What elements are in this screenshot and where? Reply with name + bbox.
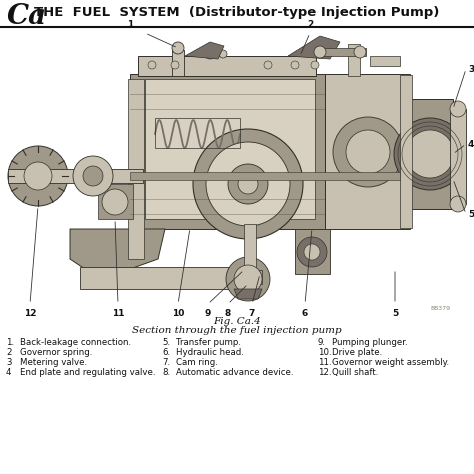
Text: Governor weight assembly.: Governor weight assembly. (332, 358, 449, 367)
Circle shape (314, 46, 326, 58)
Text: 8: 8 (225, 309, 231, 318)
Polygon shape (70, 229, 165, 269)
Circle shape (333, 117, 403, 187)
Text: 4: 4 (6, 368, 11, 377)
Text: Transfer pump.: Transfer pump. (176, 338, 241, 347)
Text: Pumping plunger.: Pumping plunger. (332, 338, 408, 347)
Circle shape (228, 164, 268, 204)
Circle shape (234, 265, 262, 293)
Circle shape (264, 61, 272, 69)
Bar (8, 169, 143, 183)
Text: THE  FUEL  SYSTEM  (Distributor-type Injection Pump): THE FUEL SYSTEM (Distributor-type Inject… (34, 6, 440, 19)
Bar (130, 74, 325, 229)
Bar (128, 79, 144, 259)
Text: Metering valve.: Metering valve. (20, 358, 87, 367)
Text: Automatic advance device.: Automatic advance device. (176, 368, 293, 377)
Text: 8.: 8. (162, 368, 170, 377)
Bar (400, 75, 412, 228)
Text: 11: 11 (112, 309, 124, 318)
Circle shape (450, 101, 466, 117)
Circle shape (102, 189, 128, 215)
Text: 10.: 10. (318, 348, 332, 357)
Text: 3: 3 (468, 64, 474, 73)
Text: 9: 9 (205, 309, 211, 318)
Polygon shape (288, 36, 340, 59)
Bar (244, 224, 256, 274)
Text: B8379: B8379 (430, 306, 450, 311)
Text: 2: 2 (6, 348, 11, 357)
Bar (316, 48, 366, 56)
Text: Quill shaft.: Quill shaft. (332, 368, 378, 377)
Circle shape (24, 162, 52, 190)
Text: 7: 7 (249, 309, 255, 318)
Circle shape (354, 46, 366, 58)
Text: 1: 1 (127, 20, 133, 29)
Bar (450, 109, 466, 204)
Bar (0, 0, 474, 29)
Text: 11.: 11. (318, 358, 332, 367)
Text: 1.: 1. (6, 338, 14, 347)
Text: 12: 12 (24, 309, 36, 318)
Polygon shape (185, 42, 224, 59)
Text: Fig. Ca.4: Fig. Ca.4 (213, 317, 261, 326)
Circle shape (297, 237, 327, 267)
Bar (138, 56, 316, 76)
Bar (348, 44, 360, 76)
Circle shape (226, 257, 270, 301)
Circle shape (450, 196, 466, 212)
Text: End plate and regulating valve.: End plate and regulating valve. (20, 368, 155, 377)
Circle shape (346, 130, 390, 174)
Circle shape (83, 166, 103, 186)
Bar (408, 99, 453, 209)
Text: 7.: 7. (162, 358, 170, 367)
Text: 9.: 9. (318, 338, 326, 347)
Circle shape (8, 146, 68, 206)
Bar (0, 27, 474, 319)
Text: 2: 2 (307, 20, 313, 29)
Circle shape (311, 61, 319, 69)
Circle shape (219, 50, 227, 58)
Circle shape (291, 61, 299, 69)
Circle shape (206, 142, 290, 226)
Text: 5.: 5. (162, 338, 170, 347)
Text: 3: 3 (6, 358, 11, 367)
Text: 6: 6 (302, 309, 308, 318)
Bar (98, 184, 133, 219)
Circle shape (171, 61, 179, 69)
Bar (130, 172, 400, 180)
Bar (145, 79, 315, 219)
Text: Drive plate.: Drive plate. (332, 348, 382, 357)
Text: Cam ring.: Cam ring. (176, 358, 218, 367)
Circle shape (406, 130, 454, 178)
Text: 10: 10 (172, 309, 184, 318)
Bar (238, 270, 262, 284)
Circle shape (394, 118, 466, 190)
Circle shape (193, 129, 303, 239)
Text: Back-leakage connection.: Back-leakage connection. (20, 338, 131, 347)
Bar (155, 118, 240, 148)
Text: 5: 5 (468, 210, 474, 219)
Circle shape (148, 61, 156, 69)
Circle shape (238, 174, 258, 194)
Bar (295, 229, 330, 274)
Text: Ca: Ca (7, 3, 47, 30)
Circle shape (73, 156, 113, 196)
Circle shape (172, 42, 184, 54)
Circle shape (205, 49, 215, 59)
Text: Hydraulic head.: Hydraulic head. (176, 348, 244, 357)
Bar (80, 267, 240, 289)
Bar (172, 50, 184, 76)
Text: Governor spring.: Governor spring. (20, 348, 92, 357)
Text: 4: 4 (468, 139, 474, 148)
Text: Section through the fuel injection pump: Section through the fuel injection pump (132, 326, 342, 335)
Bar (325, 74, 410, 229)
Polygon shape (234, 289, 262, 299)
Text: 5: 5 (392, 309, 398, 318)
Text: 6.: 6. (162, 348, 170, 357)
Text: 12.: 12. (318, 368, 332, 377)
Bar (370, 56, 400, 66)
Circle shape (304, 244, 320, 260)
